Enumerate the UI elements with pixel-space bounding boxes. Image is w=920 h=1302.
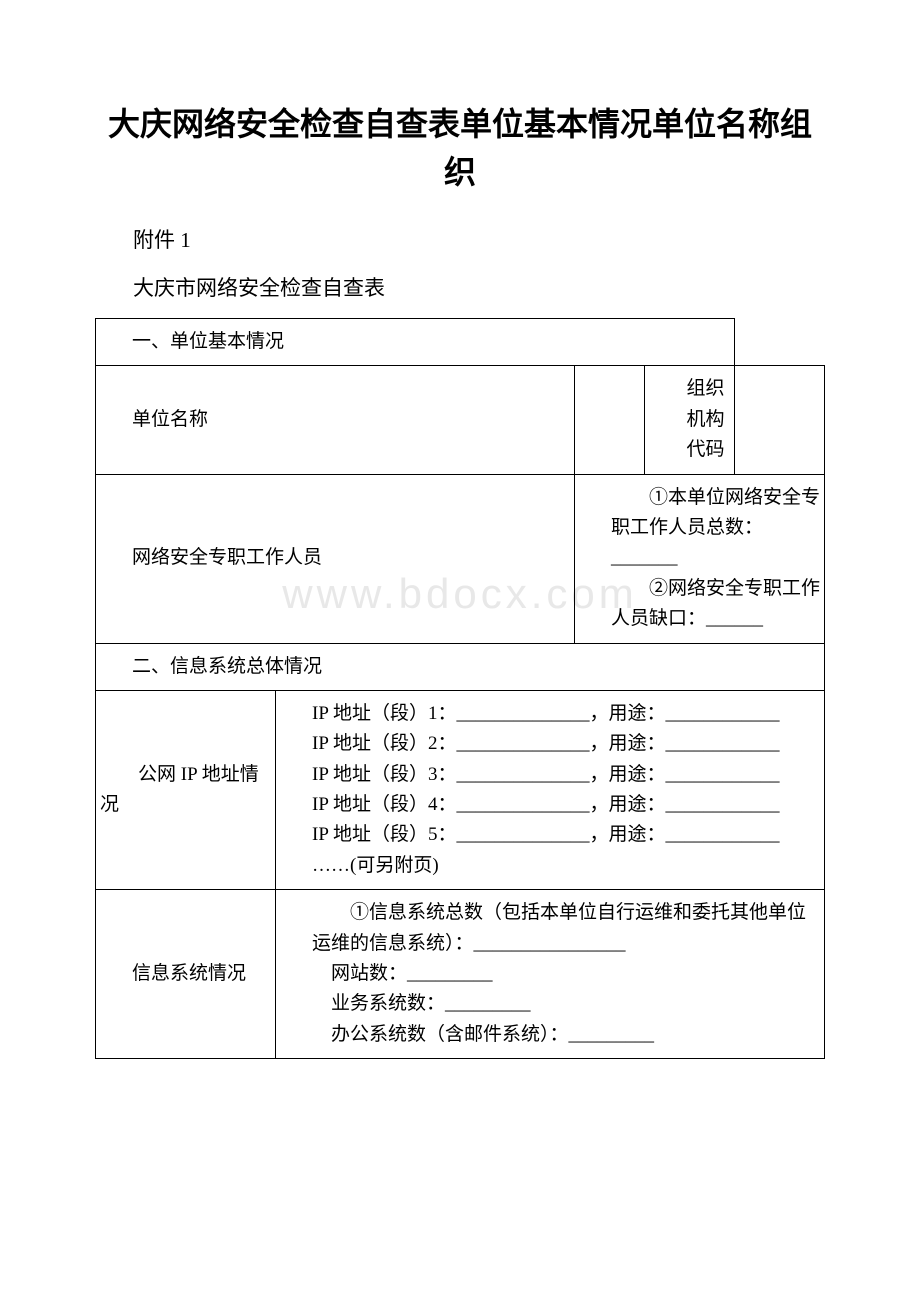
public-ip-content: IP 地址（段）1：______________，用途：____________… <box>276 690 825 889</box>
org-code-label: 组织机构代码 <box>645 366 735 474</box>
table-row: 公网 IP 地址情况 IP 地址（段）1：______________，用途：_… <box>96 690 825 889</box>
table-row: 网络安全专职工作人员 ①本单位网络安全专职工作人员总数：_______ ②网络安… <box>96 474 825 643</box>
website-count-line: 网站数：_________ <box>312 959 820 989</box>
table-row: 信息系统情况 ①信息系统总数（包括本单位自行运维和委托其他单位运维的信息系统）：… <box>96 890 825 1059</box>
public-ip-label: 公网 IP 地址情况 <box>96 690 276 889</box>
unit-name-label: 单位名称 <box>96 366 575 474</box>
security-staff-label: 网络安全专职工作人员 <box>96 474 575 643</box>
attachment-label: 附件 1 <box>133 224 825 254</box>
ip-address-line: IP 地址（段）5：______________，用途：____________ <box>312 820 820 850</box>
ip-address-line: IP 地址（段）3：______________，用途：____________ <box>312 760 820 790</box>
security-staff-content: ①本单位网络安全专职工作人员总数：_______ ②网络安全专职工作人员缺口：_… <box>575 474 825 643</box>
table-row: 二、信息系统总体情况 <box>96 643 825 690</box>
info-system-content: ①信息系统总数（包括本单位自行运维和委托其他单位运维的信息系统）：_______… <box>276 890 825 1059</box>
table-row: 单位名称 组织机构代码 <box>96 366 825 474</box>
office-system-line: 办公系统数（含邮件系统）：_________ <box>312 1020 820 1050</box>
org-code-value <box>735 366 825 474</box>
self-check-form-table: 一、单位基本情况 单位名称 组织机构代码 网络安全专职工作人员 ①本单位网络安全… <box>95 318 825 1059</box>
ip-note-line: ……(可另附页) <box>312 851 820 881</box>
section2-header: 二、信息系统总体情况 <box>96 643 825 690</box>
business-system-line: 业务系统数：_________ <box>312 989 820 1019</box>
ip-address-line: IP 地址（段）4：______________，用途：____________ <box>312 790 820 820</box>
staff-gap-line: ②网络安全专职工作人员缺口：______ <box>611 574 820 635</box>
ip-address-line: IP 地址（段）2：______________，用途：____________ <box>312 729 820 759</box>
main-title: 大庆网络安全检查自查表单位基本情况单位名称组织 <box>95 100 825 196</box>
document-subtitle: 大庆市网络安全检查自查表 <box>133 272 825 302</box>
info-system-label: 信息系统情况 <box>96 890 276 1059</box>
staff-total-line: ①本单位网络安全专职工作人员总数：_______ <box>611 483 820 574</box>
ip-address-line: IP 地址（段）1：______________，用途：____________ <box>312 699 820 729</box>
table-row: 一、单位基本情况 <box>96 319 825 366</box>
unit-name-value <box>575 366 645 474</box>
section1-header: 一、单位基本情况 <box>96 319 735 366</box>
system-total-line: ①信息系统总数（包括本单位自行运维和委托其他单位运维的信息系统）：_______… <box>312 898 820 959</box>
